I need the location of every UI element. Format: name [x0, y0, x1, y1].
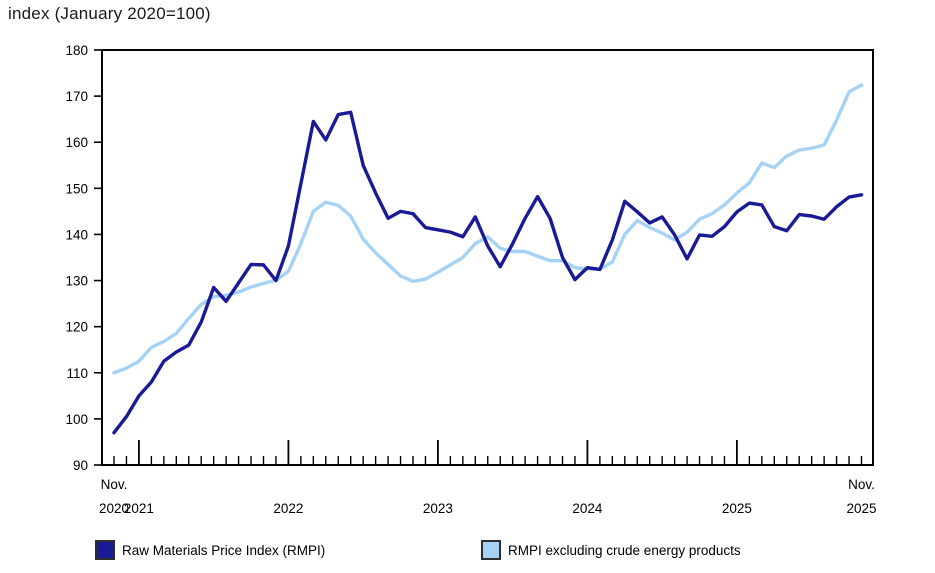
y-tick-label: 130 — [65, 274, 88, 289]
legend-item-rmpi-ex: RMPI excluding crude energy products — [481, 538, 741, 562]
page-title: index (January 2020=100) — [8, 4, 211, 23]
y-tick-label: 150 — [65, 181, 88, 196]
y-tick-label: 120 — [65, 320, 88, 335]
legend-label-rmpi-ex: RMPI excluding crude energy products — [508, 542, 741, 558]
rmpi-series-line — [112, 110, 864, 435]
y-tick-label: 160 — [65, 135, 88, 150]
x-label-end: 2025 — [846, 501, 876, 516]
chart-legend: Raw Materials Price Index (RMPI) RMPI ex… — [0, 538, 935, 564]
plot-frame — [101, 49, 874, 466]
x-label-year: 2022 — [273, 501, 303, 516]
x-label-year: 2021 — [124, 501, 154, 516]
y-tick-label: 110 — [66, 366, 88, 381]
y-tick-label: 100 — [65, 412, 88, 427]
x-label-start: 2020 — [99, 501, 129, 516]
x-label-year: 2025 — [722, 501, 752, 516]
y-tick-label: 140 — [65, 227, 88, 242]
y-tick-label: 170 — [65, 89, 88, 104]
rmpi-ex-series-line — [112, 83, 864, 375]
y-tick-label: 90 — [73, 458, 88, 473]
y-tick-label: 180 — [65, 43, 88, 58]
x-label-end: Nov. — [848, 477, 875, 492]
rmpi-ex-swatch-icon — [481, 540, 501, 560]
legend-item-rmpi: Raw Materials Price Index (RMPI) — [95, 538, 325, 562]
x-label-start: Nov. — [101, 477, 128, 492]
x-label-year: 2023 — [423, 501, 453, 516]
x-label-year: 2024 — [572, 501, 603, 516]
rmpi-swatch-icon — [95, 540, 115, 560]
legend-label-rmpi: Raw Materials Price Index (RMPI) — [122, 542, 326, 558]
